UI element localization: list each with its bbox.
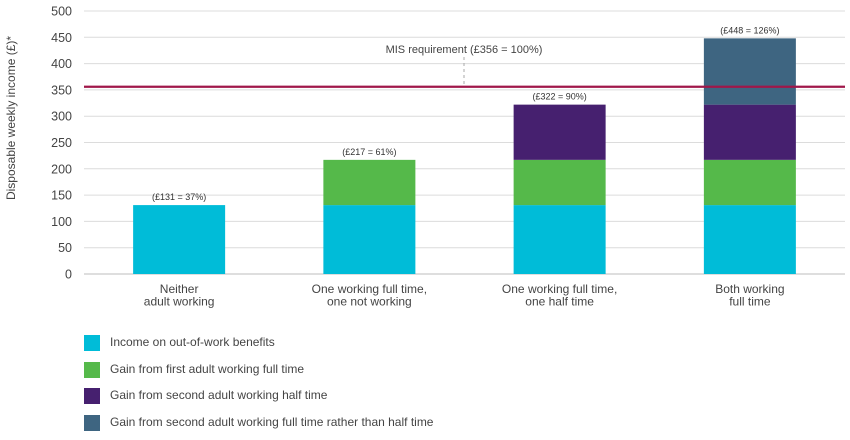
y-axis-label: Disposable weekly income (£)*: [4, 36, 18, 200]
x-category-label: One working full time,: [312, 282, 427, 296]
bar-segment: [513, 159, 606, 206]
legend-swatch: [84, 335, 100, 351]
y-tick-label: 400: [51, 57, 72, 71]
bar-segment: [513, 205, 606, 274]
legend-label: Gain from second adult working half time: [110, 388, 328, 403]
y-tick-label: 100: [51, 215, 72, 229]
y-tick-label: 350: [51, 83, 72, 97]
x-category-label: adult working: [144, 295, 215, 309]
legend-item: Gain from second adult working half time: [84, 386, 784, 413]
x-category-label: one half time: [525, 295, 594, 309]
bar-total-label: (£131 = 37%): [152, 192, 206, 202]
legend-item: Gain from second adult working full time…: [84, 413, 784, 440]
bar-segment: [133, 205, 226, 274]
legend-item: Gain from first adult working full time: [84, 360, 784, 387]
reference-line-label: MIS requirement (£356 = 100%): [386, 44, 543, 56]
reference-line-group: MIS requirement (£356 = 100%): [84, 44, 845, 88]
bar-segment: [703, 104, 796, 160]
bar-segment: [323, 205, 416, 274]
y-tick-label: 500: [51, 5, 72, 19]
x-category-label: full time: [729, 295, 771, 309]
y-tick-label: 0: [65, 268, 72, 282]
legend-label: Gain from first adult working full time: [110, 361, 305, 376]
x-category-label: Neither: [160, 282, 199, 296]
y-tick-label: 300: [51, 110, 72, 124]
legend-swatch: [84, 415, 100, 432]
bar-total-label: (£322 = 90%): [532, 92, 586, 102]
y-tick-labels: 0 50 100 150 200 250 300 350 400 450 500: [51, 5, 72, 282]
bar-total-label: (£448 = 126%): [720, 25, 779, 35]
bar-segment: [703, 38, 796, 105]
y-tick-label: 250: [51, 136, 72, 150]
legend-swatch: [84, 388, 100, 405]
bar-segment: [703, 205, 796, 274]
legend-label: Gain from second adult working full time…: [110, 415, 434, 430]
x-category-label: one not working: [327, 295, 412, 309]
legend-label: Income on out-of-work benefits: [110, 335, 275, 349]
chart: 0 50 100 150 200 250 300 350 400 450 500 Neitherad…: [4, 5, 845, 309]
bar-total-labels: (£131 = 37%) (£217 = 61%) (£322 = 90%) (£44…: [152, 25, 780, 202]
bar-segment: [513, 104, 606, 160]
bar-segment: [323, 159, 416, 206]
x-category-label: One working full time,: [502, 282, 617, 296]
bar-total-label: (£217 = 61%): [342, 147, 396, 157]
bar-segment: [703, 159, 796, 206]
x-category-label: Both working: [715, 282, 784, 296]
bars: [133, 38, 796, 274]
legend-swatch: [84, 361, 100, 378]
y-tick-label: 50: [58, 241, 72, 255]
y-tick-label: 450: [51, 31, 72, 45]
legend-item: Income on out-of-work benefits: [84, 333, 784, 360]
y-tick-label: 150: [51, 189, 72, 203]
legend: Income on out-of-work benefits Gain from …: [84, 333, 784, 440]
y-tick-label: 200: [51, 162, 72, 176]
